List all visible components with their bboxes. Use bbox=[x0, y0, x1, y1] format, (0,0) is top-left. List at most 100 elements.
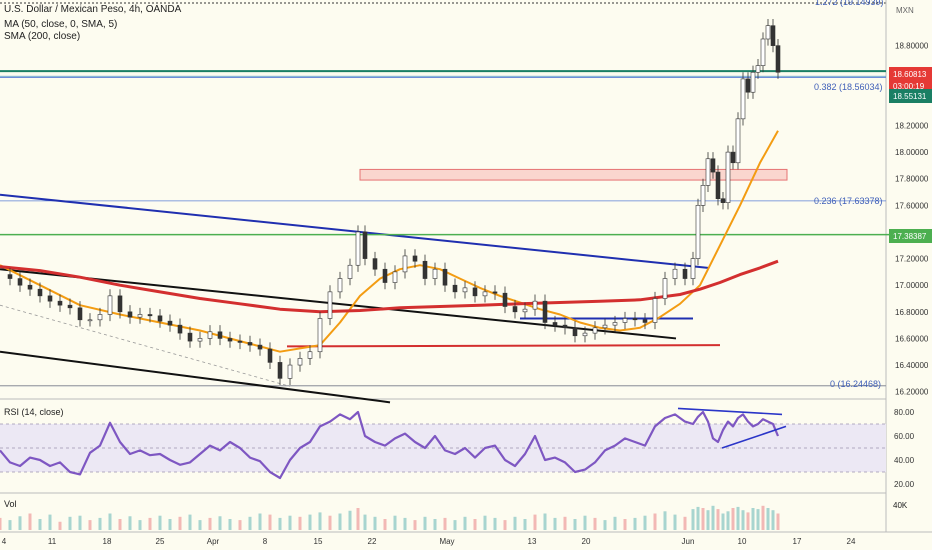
rsi-label: RSI (14, close) bbox=[4, 407, 64, 417]
volume-bar bbox=[38, 519, 42, 530]
labels-layer: 1.272 (19.14939) 0.382 (18.56034) 0.236 (1… bbox=[814, 0, 932, 389]
volume-bar bbox=[338, 513, 342, 530]
fib-level-label: 0.382 (18.56034) bbox=[814, 82, 883, 92]
volume-bar bbox=[218, 516, 222, 530]
volume-bar bbox=[198, 520, 202, 530]
volume-bar bbox=[643, 515, 647, 530]
candle-body bbox=[542, 300, 548, 323]
candle-body bbox=[735, 118, 741, 164]
price-tick-label: 17.00000 bbox=[895, 281, 929, 290]
rsi-tick-label: 60.00 bbox=[894, 432, 915, 441]
volume-bar bbox=[68, 516, 72, 530]
volume-bar bbox=[673, 514, 677, 530]
price-tick-label: 18.80000 bbox=[895, 42, 929, 51]
volume-bar bbox=[433, 519, 437, 530]
candle-body bbox=[512, 306, 518, 313]
volume-bar bbox=[563, 516, 567, 530]
volume-bar bbox=[523, 519, 527, 530]
candle-body bbox=[327, 291, 333, 319]
volume-bar bbox=[58, 521, 62, 530]
candle-body bbox=[502, 292, 508, 307]
candle-body bbox=[532, 300, 538, 310]
volume-bar bbox=[473, 519, 477, 530]
trendline-blue-descending bbox=[0, 193, 709, 269]
ma-label: MA (50, close, 0, SMA, 5) bbox=[4, 19, 118, 30]
candle-body bbox=[187, 332, 193, 342]
candle-body bbox=[770, 25, 776, 46]
candle-body bbox=[592, 327, 598, 334]
volume-bar bbox=[413, 520, 417, 530]
candle-body bbox=[562, 324, 568, 329]
volume-bar bbox=[403, 517, 407, 530]
candle-body bbox=[632, 318, 638, 321]
candle-body bbox=[472, 287, 478, 297]
price-tick-label: 17.20000 bbox=[895, 255, 929, 264]
candle-body bbox=[720, 198, 726, 203]
candle-body bbox=[217, 331, 223, 339]
volume-bar bbox=[168, 519, 172, 530]
volume-bar bbox=[118, 519, 122, 530]
candle-body bbox=[745, 78, 751, 93]
candle-body bbox=[710, 158, 716, 173]
candle-body bbox=[197, 338, 203, 342]
volume-bar bbox=[613, 516, 617, 530]
price-badge bbox=[889, 229, 932, 243]
time-tick-label: 13 bbox=[528, 537, 537, 546]
price-tick-label: 18.20000 bbox=[895, 122, 929, 131]
candle-body bbox=[775, 45, 781, 73]
volume-bar bbox=[228, 519, 232, 530]
volume-label: Vol bbox=[4, 499, 17, 509]
volume-bar bbox=[653, 513, 657, 530]
volume-bar bbox=[18, 516, 22, 530]
volume-bar bbox=[258, 513, 262, 530]
volume-bar bbox=[383, 519, 387, 530]
volume-bar bbox=[98, 517, 102, 530]
volume-axis-label: 40K bbox=[893, 501, 908, 510]
candle-body bbox=[700, 185, 706, 206]
candle-body bbox=[522, 308, 528, 313]
fib-level-label: 0 (16.24468) bbox=[830, 379, 881, 389]
candle-body bbox=[257, 344, 263, 350]
chart-title: U.S. Dollar / Mexican Peso, 4h, OANDA bbox=[4, 4, 182, 15]
candle-body bbox=[287, 364, 293, 379]
volume-bar bbox=[741, 510, 745, 530]
candle-body bbox=[725, 151, 731, 203]
volume-bar bbox=[721, 513, 725, 530]
volume-bar bbox=[493, 517, 497, 530]
volume-bar bbox=[453, 520, 457, 530]
candle-body bbox=[750, 71, 756, 93]
volume-bar bbox=[78, 515, 82, 530]
volume-bar bbox=[771, 510, 775, 530]
candle-body bbox=[247, 342, 253, 346]
candle-body bbox=[682, 268, 688, 279]
trendline-red-support bbox=[286, 344, 721, 348]
price-badge-value: 18.55131 bbox=[893, 92, 927, 101]
candle-body bbox=[297, 358, 303, 366]
price-badge-value: 17.38387 bbox=[893, 232, 927, 241]
candle-body bbox=[97, 314, 103, 321]
time-tick-label: May bbox=[439, 537, 454, 546]
candle-body bbox=[7, 274, 13, 279]
candle-body bbox=[57, 300, 63, 306]
price-tick-label: 16.20000 bbox=[895, 388, 929, 397]
volume-bar bbox=[711, 505, 715, 530]
candle-body bbox=[422, 260, 428, 279]
candle-body bbox=[127, 311, 133, 318]
time-tick-label: 25 bbox=[156, 537, 165, 546]
candle-body bbox=[452, 284, 458, 293]
volume-bar bbox=[48, 514, 52, 530]
candle-body bbox=[695, 205, 701, 259]
series-sma-200- bbox=[0, 259, 779, 314]
candle-body bbox=[17, 278, 23, 286]
time-tick-label: 18 bbox=[103, 537, 112, 546]
candle-body bbox=[382, 268, 388, 283]
price-badge-value: 18.60813 bbox=[893, 70, 927, 79]
volume-bar bbox=[373, 516, 377, 530]
volume-bar bbox=[603, 520, 607, 530]
volume-bar bbox=[248, 516, 252, 530]
candle-body bbox=[740, 78, 746, 120]
candle-body bbox=[755, 65, 761, 73]
volume-bar bbox=[593, 517, 597, 530]
rsi-layer: 80.00 60.00 40.00 20.00 bbox=[0, 407, 915, 489]
